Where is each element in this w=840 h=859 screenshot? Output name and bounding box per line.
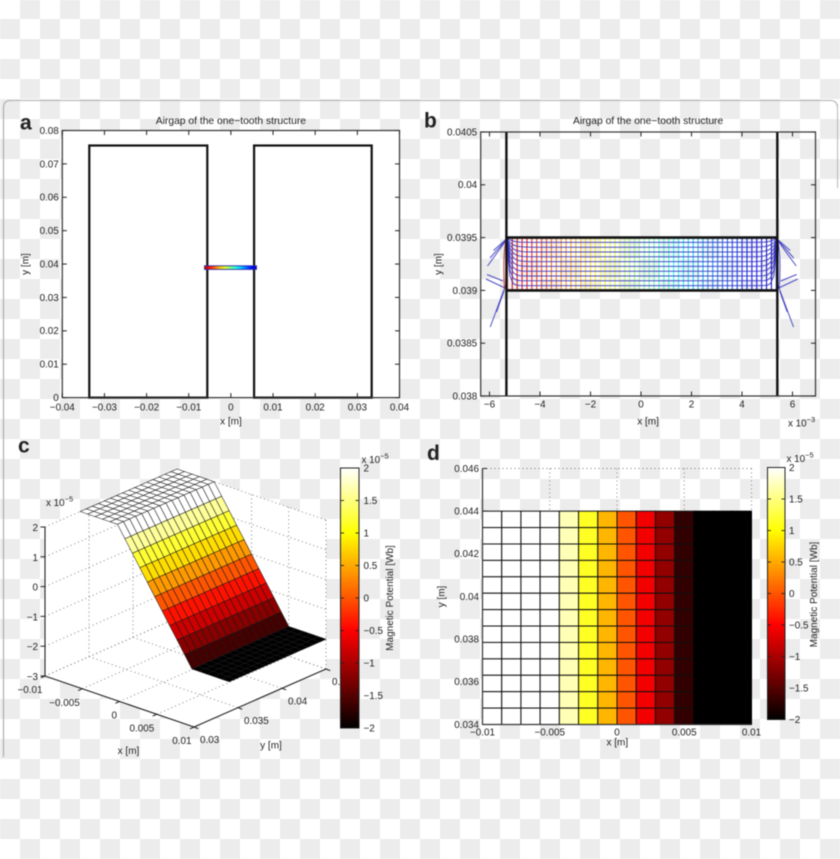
svg-text:−0.01: −0.01 — [470, 728, 495, 739]
svg-text:0.03: 0.03 — [200, 735, 220, 746]
svg-text:x [m]: x [m] — [118, 746, 140, 757]
svg-text:1: 1 — [33, 553, 39, 564]
svg-text:2: 2 — [364, 463, 370, 474]
svg-text:0.039: 0.039 — [452, 286, 477, 297]
svg-text:0.038: 0.038 — [452, 391, 477, 402]
svg-text:−1: −1 — [27, 612, 39, 623]
svg-text:a: a — [20, 112, 32, 135]
svg-text:0.07: 0.07 — [40, 159, 59, 170]
svg-text:0.005: 0.005 — [672, 728, 697, 739]
svg-text:c: c — [18, 435, 30, 458]
svg-text:0: 0 — [53, 393, 59, 404]
svg-text:0.044: 0.044 — [454, 507, 479, 518]
svg-text:y [m]: y [m] — [437, 585, 448, 607]
svg-text:y [m]: y [m] — [434, 253, 445, 275]
svg-text:x [m]: x [m] — [637, 417, 659, 428]
svg-text:Airgap of the one−tooth struct: Airgap of the one−tooth structure — [573, 116, 724, 127]
svg-text:−0.01: −0.01 — [18, 685, 43, 696]
svg-text:0: 0 — [638, 400, 644, 411]
svg-text:1: 1 — [789, 526, 795, 537]
svg-text:0.04: 0.04 — [460, 592, 480, 603]
svg-text:−1.5: −1.5 — [789, 683, 809, 694]
svg-text:0.04: 0.04 — [458, 180, 478, 191]
svg-text:0.08: 0.08 — [40, 126, 60, 137]
svg-text:x [m]: x [m] — [220, 417, 242, 428]
svg-text:2: 2 — [789, 463, 795, 474]
svg-text:Magnetic Potential [Wb]: Magnetic Potential [Wb] — [809, 541, 820, 647]
svg-text:0: 0 — [228, 403, 234, 414]
svg-text:0.05: 0.05 — [40, 226, 60, 237]
svg-text:−2: −2 — [27, 642, 38, 653]
svg-text:0.005: 0.005 — [130, 723, 155, 734]
svg-text:0: 0 — [364, 593, 370, 604]
svg-text:0.02: 0.02 — [306, 403, 325, 414]
svg-text:0.046: 0.046 — [454, 464, 479, 475]
svg-text:0.0385: 0.0385 — [447, 339, 478, 350]
svg-text:0.0405: 0.0405 — [447, 127, 478, 138]
svg-text:y [m]: y [m] — [21, 253, 32, 275]
svg-text:0.06: 0.06 — [40, 193, 60, 204]
svg-text:0.04: 0.04 — [40, 259, 60, 270]
svg-text:0: 0 — [112, 711, 118, 722]
svg-text:−0.04: −0.04 — [50, 403, 75, 414]
svg-text:Magnetic Potential [Wb]: Magnetic Potential [Wb] — [385, 545, 396, 651]
svg-text:0.01: 0.01 — [263, 403, 283, 414]
svg-text:−2: −2 — [585, 400, 596, 411]
svg-text:−0.005: −0.005 — [49, 698, 80, 709]
svg-text:−0.01: −0.01 — [176, 403, 201, 414]
svg-text:−1: −1 — [364, 658, 376, 669]
svg-text:−6: −6 — [484, 400, 496, 411]
svg-text:−4: −4 — [534, 400, 546, 411]
svg-text:0.036: 0.036 — [454, 677, 479, 688]
svg-text:d: d — [427, 442, 440, 465]
svg-text:2: 2 — [689, 400, 695, 411]
svg-text:−2: −2 — [364, 723, 375, 734]
svg-text:0.035: 0.035 — [244, 716, 269, 727]
svg-text:y [m]: y [m] — [260, 741, 282, 752]
svg-text:0.03: 0.03 — [40, 293, 60, 304]
svg-text:0.034: 0.034 — [454, 720, 479, 731]
svg-text:0.0395: 0.0395 — [447, 233, 478, 244]
svg-text:6: 6 — [790, 400, 796, 411]
svg-text:Airgap of the one−tooth struct: Airgap of the one−tooth structure — [156, 116, 307, 127]
svg-text:0.038: 0.038 — [454, 635, 479, 646]
svg-text:0.03: 0.03 — [348, 403, 368, 414]
svg-text:−1.5: −1.5 — [364, 691, 384, 702]
svg-text:−0.03: −0.03 — [92, 403, 117, 414]
svg-text:0: 0 — [789, 589, 795, 600]
svg-text:0.5: 0.5 — [364, 561, 378, 572]
svg-text:−0.02: −0.02 — [134, 403, 159, 414]
svg-text:0.04: 0.04 — [390, 403, 410, 414]
svg-text:4: 4 — [739, 400, 745, 411]
svg-text:0: 0 — [614, 728, 620, 739]
svg-text:0.04: 0.04 — [288, 697, 308, 708]
svg-text:0.01: 0.01 — [40, 360, 60, 371]
svg-text:−1: −1 — [789, 652, 801, 663]
svg-text:0.01: 0.01 — [742, 728, 762, 739]
svg-text:0: 0 — [33, 583, 39, 594]
svg-text:−0.5: −0.5 — [364, 626, 384, 637]
svg-text:−3: −3 — [27, 672, 39, 683]
svg-text:0.5: 0.5 — [789, 557, 803, 568]
svg-text:1.5: 1.5 — [364, 496, 378, 507]
svg-text:b: b — [424, 110, 437, 133]
svg-text:−2: −2 — [789, 715, 800, 726]
svg-text:1.5: 1.5 — [789, 494, 803, 505]
svg-text:1: 1 — [364, 528, 370, 539]
svg-text:0.01: 0.01 — [172, 736, 192, 747]
svg-text:−0.5: −0.5 — [789, 620, 809, 631]
svg-text:x [m]: x [m] — [606, 738, 628, 749]
svg-text:0.02: 0.02 — [40, 326, 59, 337]
svg-text:0.042: 0.042 — [454, 549, 479, 560]
svg-text:2: 2 — [33, 523, 39, 534]
svg-text:−0.005: −0.005 — [535, 728, 566, 739]
